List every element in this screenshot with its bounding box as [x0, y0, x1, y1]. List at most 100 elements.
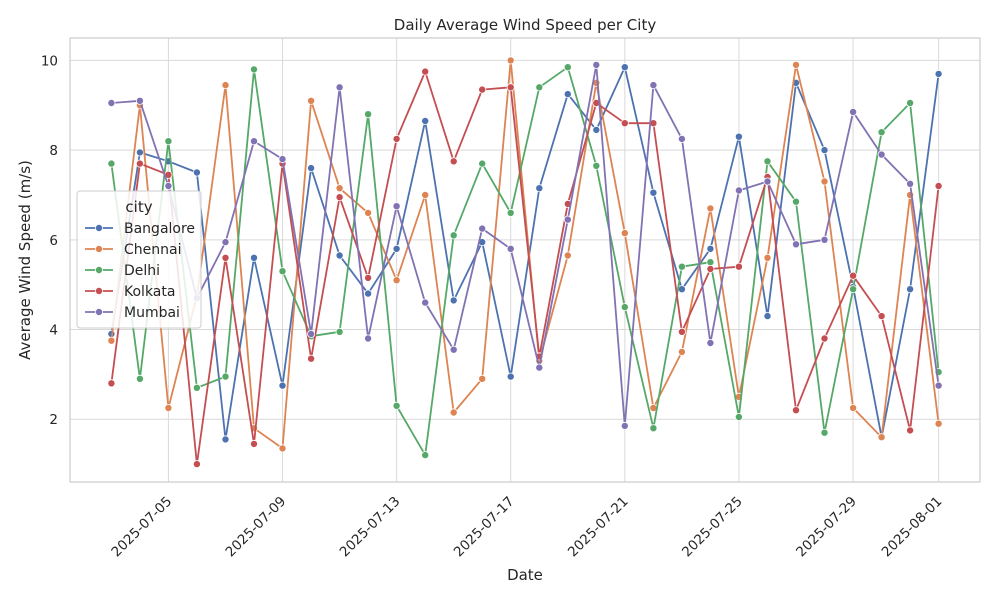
- data-point-chennai: [449, 408, 458, 417]
- data-point-bangalore: [820, 146, 829, 155]
- data-point-delhi: [278, 267, 287, 276]
- data-point-delhi: [164, 137, 173, 146]
- data-point-bangalore: [620, 63, 629, 72]
- series-delhi: [107, 63, 943, 460]
- x-tick-label: 2025-07-25: [679, 494, 746, 561]
- data-point-bangalore: [364, 289, 373, 298]
- x-tick-label: 2025-07-05: [108, 494, 175, 561]
- data-point-chennai: [335, 184, 344, 193]
- data-point-chennai: [392, 276, 401, 285]
- series-line-kolkata: [110, 70, 940, 466]
- data-point-delhi: [135, 374, 144, 383]
- data-point-kolkata: [706, 264, 715, 273]
- data-point-mumbai: [249, 137, 258, 146]
- data-point-bangalore: [221, 435, 230, 444]
- data-point-mumbai: [506, 244, 515, 253]
- data-point-bangalore: [906, 285, 915, 294]
- data-point-kolkata: [734, 262, 743, 271]
- data-point-mumbai: [135, 96, 144, 105]
- data-point-mumbai: [906, 179, 915, 188]
- data-point-bangalore: [392, 244, 401, 253]
- data-point-kolkata: [221, 253, 230, 262]
- data-point-kolkata: [192, 460, 201, 469]
- data-point-mumbai: [877, 150, 886, 159]
- y-tick-label: 8: [49, 143, 58, 159]
- data-point-mumbai: [478, 224, 487, 233]
- data-point-delhi: [421, 451, 430, 460]
- x-axis-title: Date: [507, 566, 543, 584]
- data-point-delhi: [249, 65, 258, 74]
- data-point-delhi: [677, 262, 686, 271]
- data-point-bangalore: [535, 184, 544, 193]
- data-point-bangalore: [706, 244, 715, 253]
- data-point-kolkata: [849, 271, 858, 280]
- data-point-mumbai: [792, 240, 801, 249]
- data-point-delhi: [107, 159, 116, 168]
- data-point-kolkata: [107, 379, 116, 388]
- data-point-kolkata: [934, 181, 943, 190]
- legend-items: Bangalore Chennai Delhi Kolkata Mumbai: [85, 221, 195, 321]
- data-point-bangalore: [135, 148, 144, 157]
- data-point-bangalore: [192, 168, 201, 177]
- data-point-chennai: [706, 204, 715, 213]
- data-point-bangalore: [307, 164, 316, 173]
- data-point-bangalore: [506, 372, 515, 381]
- legend-box: [76, 190, 202, 329]
- series-bangalore: [107, 63, 943, 444]
- data-point-kolkata: [820, 334, 829, 343]
- data-point-kolkata: [877, 312, 886, 321]
- data-point-delhi: [364, 110, 373, 119]
- data-point-chennai: [221, 81, 230, 90]
- series-kolkata: [107, 67, 943, 469]
- data-point-mumbai: [278, 155, 287, 164]
- data-point-kolkata: [478, 85, 487, 94]
- x-tick-label: 2025-07-13: [337, 494, 404, 561]
- chart-title: Daily Average Wind Speed per City: [394, 16, 657, 34]
- data-point-kolkata: [135, 159, 144, 168]
- data-point-chennai: [506, 56, 515, 65]
- data-point-kolkata: [392, 134, 401, 143]
- data-point-chennai: [364, 208, 373, 217]
- data-point-chennai: [763, 253, 772, 262]
- data-point-delhi: [877, 128, 886, 137]
- data-point-chennai: [792, 60, 801, 69]
- legend-label-chennai: Chennai: [124, 242, 181, 258]
- legend-marker-kolkata: [95, 286, 104, 295]
- data-point-delhi: [535, 83, 544, 92]
- legend: city Bangalore Chennai Delhi Kolkata Mumbai: [76, 190, 202, 329]
- data-point-kolkata: [307, 354, 316, 363]
- x-tick-label: 2025-07-29: [793, 494, 860, 561]
- x-tick-label: 2025-07-21: [565, 494, 632, 561]
- data-point-bangalore: [278, 381, 287, 390]
- data-point-mumbai: [763, 177, 772, 186]
- data-point-mumbai: [649, 81, 658, 90]
- data-point-delhi: [221, 372, 230, 381]
- data-point-mumbai: [421, 298, 430, 307]
- data-point-mumbai: [107, 99, 116, 108]
- data-point-bangalore: [677, 285, 686, 294]
- legend-label-bangalore: Bangalore: [124, 221, 195, 237]
- data-point-chennai: [164, 403, 173, 412]
- legend-item-kolkata: Kolkata: [85, 284, 175, 300]
- data-point-mumbai: [934, 381, 943, 390]
- data-point-mumbai: [164, 181, 173, 190]
- data-point-kolkata: [906, 426, 915, 435]
- data-point-chennai: [421, 190, 430, 199]
- y-tick-label: 6: [49, 233, 58, 249]
- data-point-bangalore: [421, 117, 430, 126]
- data-point-chennai: [307, 96, 316, 105]
- legend-label-kolkata: Kolkata: [124, 284, 175, 300]
- data-point-delhi: [392, 401, 401, 410]
- data-point-bangalore: [592, 125, 601, 134]
- data-point-mumbai: [221, 238, 230, 247]
- data-point-bangalore: [649, 188, 658, 197]
- data-point-chennai: [677, 347, 686, 356]
- data-point-chennai: [478, 374, 487, 383]
- data-point-chennai: [563, 251, 572, 260]
- data-point-kolkata: [421, 67, 430, 76]
- data-point-delhi: [620, 303, 629, 312]
- data-point-bangalore: [563, 90, 572, 99]
- legend-marker-bangalore: [95, 223, 104, 232]
